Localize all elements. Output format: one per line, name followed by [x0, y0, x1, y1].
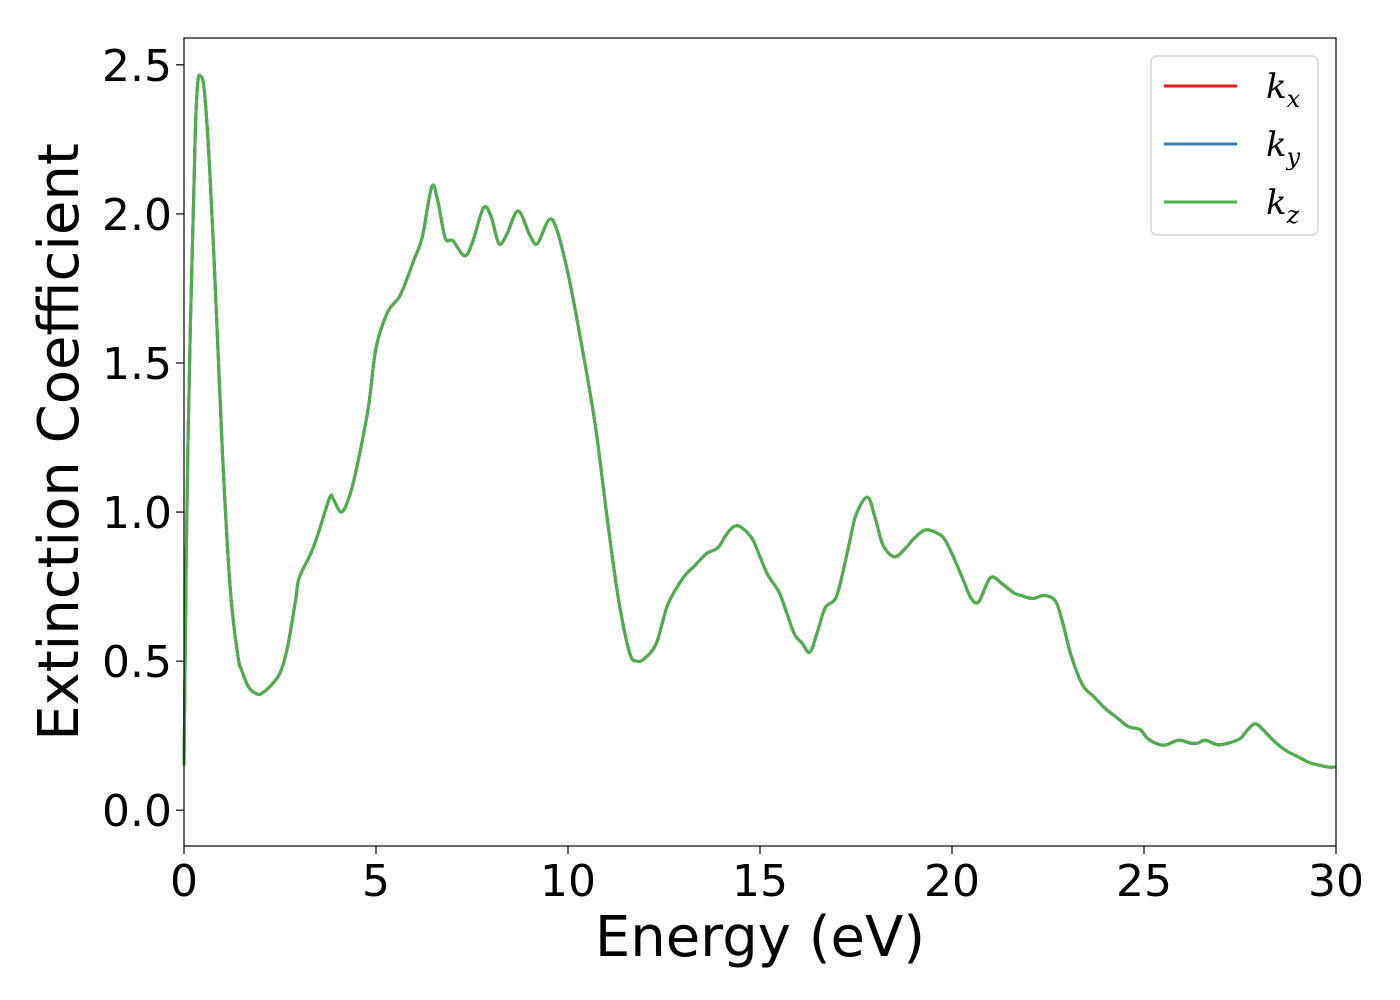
- legend: kx ky kz: [1150, 55, 1319, 236]
- x-tick-label: 10: [540, 856, 596, 907]
- y-tick-label: 1.0: [102, 488, 172, 539]
- y-axis-label: Extinction Coefficient: [27, 143, 92, 741]
- y-tick-label: 1.5: [102, 339, 172, 390]
- y-tick-label: 0.5: [102, 637, 172, 688]
- y-tick-label: 2.0: [102, 190, 172, 241]
- x-tick-label: 25: [1116, 856, 1172, 907]
- legend-label-kx: kx: [1266, 67, 1301, 113]
- y-axis-ticks: 0.0 0.5 1.0 1.5 2.0 2.5: [102, 41, 184, 837]
- x-tick-label: 20: [924, 856, 980, 907]
- x-tick-label: 5: [362, 856, 390, 907]
- plot-area: [184, 38, 1336, 846]
- x-axis-label: Energy (eV): [595, 905, 925, 970]
- x-tick-label: 30: [1308, 856, 1364, 907]
- y-tick-label: 2.5: [102, 41, 172, 92]
- legend-label-kz: kz: [1266, 183, 1300, 229]
- x-axis-ticks: 0 5 10 15 20 25 30: [170, 846, 1364, 907]
- series-line-kz: [182, 73, 1337, 769]
- y-tick-label: 0.0: [102, 786, 172, 837]
- x-tick-label: 0: [170, 856, 198, 907]
- legend-label-ky: ky: [1266, 125, 1301, 171]
- x-tick-label: 15: [732, 856, 788, 907]
- series-layer: [182, 73, 1337, 769]
